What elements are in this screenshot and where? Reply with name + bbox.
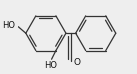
Text: HO: HO <box>44 61 57 70</box>
Text: HO: HO <box>2 21 15 30</box>
Text: O: O <box>74 58 81 67</box>
